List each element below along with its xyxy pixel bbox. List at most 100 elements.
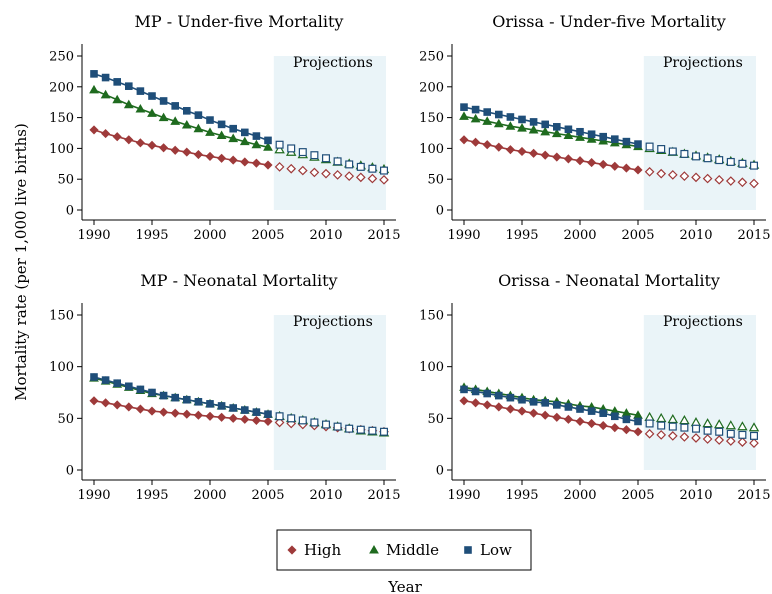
series-line-middle: [463, 386, 639, 417]
y-tick-label: 50: [57, 412, 74, 427]
data-point-middle: [135, 103, 146, 113]
y-tick-label: 0: [436, 464, 444, 479]
data-point-low: [171, 102, 180, 110]
data-point-low: [518, 395, 526, 404]
data-point-high: [147, 140, 157, 150]
projected-point-high: [749, 438, 759, 448]
projected-point-low: [738, 430, 747, 439]
series-low: [460, 385, 758, 440]
x-tick-label: 2010: [309, 488, 342, 503]
projection-region: [273, 315, 386, 470]
projected-point-high: [644, 428, 655, 439]
projected-point-middle: [655, 412, 667, 423]
y-tick-label: 150: [419, 111, 444, 126]
data-point-high: [621, 425, 631, 435]
data-point-high: [529, 408, 539, 418]
series-line-low: [93, 73, 269, 142]
x-tick-label: 1995: [505, 228, 538, 243]
legend-marker-high: [287, 545, 297, 555]
y-tick-label: 0: [66, 204, 74, 219]
x-tick-label: 1995: [505, 488, 538, 503]
data-point-low: [529, 118, 538, 126]
data-point-high: [575, 156, 585, 166]
data-point-low: [182, 107, 191, 115]
projected-point-low: [668, 422, 677, 431]
projected-point-middle: [713, 419, 725, 429]
series-line-middle: [463, 115, 639, 148]
data-point-low: [229, 404, 238, 412]
data-point-high: [471, 398, 481, 408]
series-low: [460, 103, 758, 170]
projected-point-high: [644, 166, 655, 177]
projected-point-low: [275, 412, 284, 421]
data-point-middle: [112, 94, 123, 104]
data-point-low: [101, 376, 110, 384]
data-point-middle: [482, 116, 493, 125]
projected-point-low: [738, 159, 747, 168]
projected-point-low: [657, 145, 666, 154]
data-point-low: [136, 87, 145, 95]
data-point-low: [217, 120, 226, 129]
projected-point-low: [726, 429, 735, 438]
data-point-low: [634, 140, 642, 148]
projected-point-low: [715, 427, 724, 436]
projected-point-high: [725, 176, 736, 186]
y-tick-label: 250: [419, 50, 444, 65]
data-point-high: [505, 404, 515, 414]
projected-point-low: [380, 427, 389, 436]
projected-point-high: [725, 436, 736, 446]
projection-label: Projections: [293, 314, 373, 330]
data-point-low: [576, 127, 584, 136]
y-tick-label: 100: [419, 360, 444, 375]
data-point-low: [182, 395, 191, 404]
y-tick-label: 0: [66, 464, 74, 479]
panel-title: Orissa - Under-five Mortality: [492, 12, 726, 31]
data-point-high: [251, 415, 261, 425]
data-point-high: [159, 143, 169, 153]
data-point-high: [633, 427, 643, 437]
data-point-middle: [551, 128, 562, 138]
data-point-high: [552, 412, 562, 422]
x-tick-label: 2010: [679, 228, 712, 243]
data-point-middle: [100, 89, 111, 99]
data-point-middle: [181, 119, 192, 129]
projected-point-high: [679, 171, 690, 181]
data-point-low: [240, 128, 249, 137]
data-point-high: [124, 402, 134, 412]
projection-label: Projections: [293, 55, 373, 71]
y-tick-label: 100: [49, 142, 74, 157]
data-point-high: [193, 149, 203, 160]
legend-label-low: Low: [480, 541, 512, 559]
x-tick-label: 1990: [447, 488, 480, 503]
projected-point-high: [274, 162, 285, 172]
data-point-middle: [147, 108, 157, 117]
data-point-middle: [89, 84, 99, 94]
legend-box: [276, 529, 532, 571]
series-line-high: [463, 399, 639, 433]
projected-point-middle: [737, 421, 748, 431]
projected-point-low: [749, 161, 758, 170]
projected-point-high: [286, 163, 297, 174]
projected-point-low: [287, 144, 296, 153]
data-point-high: [101, 129, 111, 139]
projected-point-high: [367, 173, 378, 184]
projected-point-low: [691, 424, 700, 433]
projected-point-low: [287, 414, 296, 423]
data-point-high: [482, 400, 492, 410]
data-point-middle: [586, 134, 597, 143]
projected-point-low: [691, 152, 700, 161]
y-axis-title: Mortality rate (per 1,000 live births): [12, 123, 30, 401]
x-tick-label: 2000: [563, 228, 596, 243]
projected-point-high: [379, 174, 389, 185]
data-point-low: [460, 103, 468, 111]
projected-point-low: [680, 423, 689, 432]
data-point-low: [159, 97, 168, 105]
data-point-low: [494, 391, 503, 400]
data-point-low: [576, 405, 584, 413]
series-line-low: [93, 376, 269, 415]
data-point-high: [575, 416, 585, 426]
data-point-high: [459, 135, 469, 145]
data-point-low: [148, 92, 156, 100]
data-point-middle: [216, 130, 227, 140]
